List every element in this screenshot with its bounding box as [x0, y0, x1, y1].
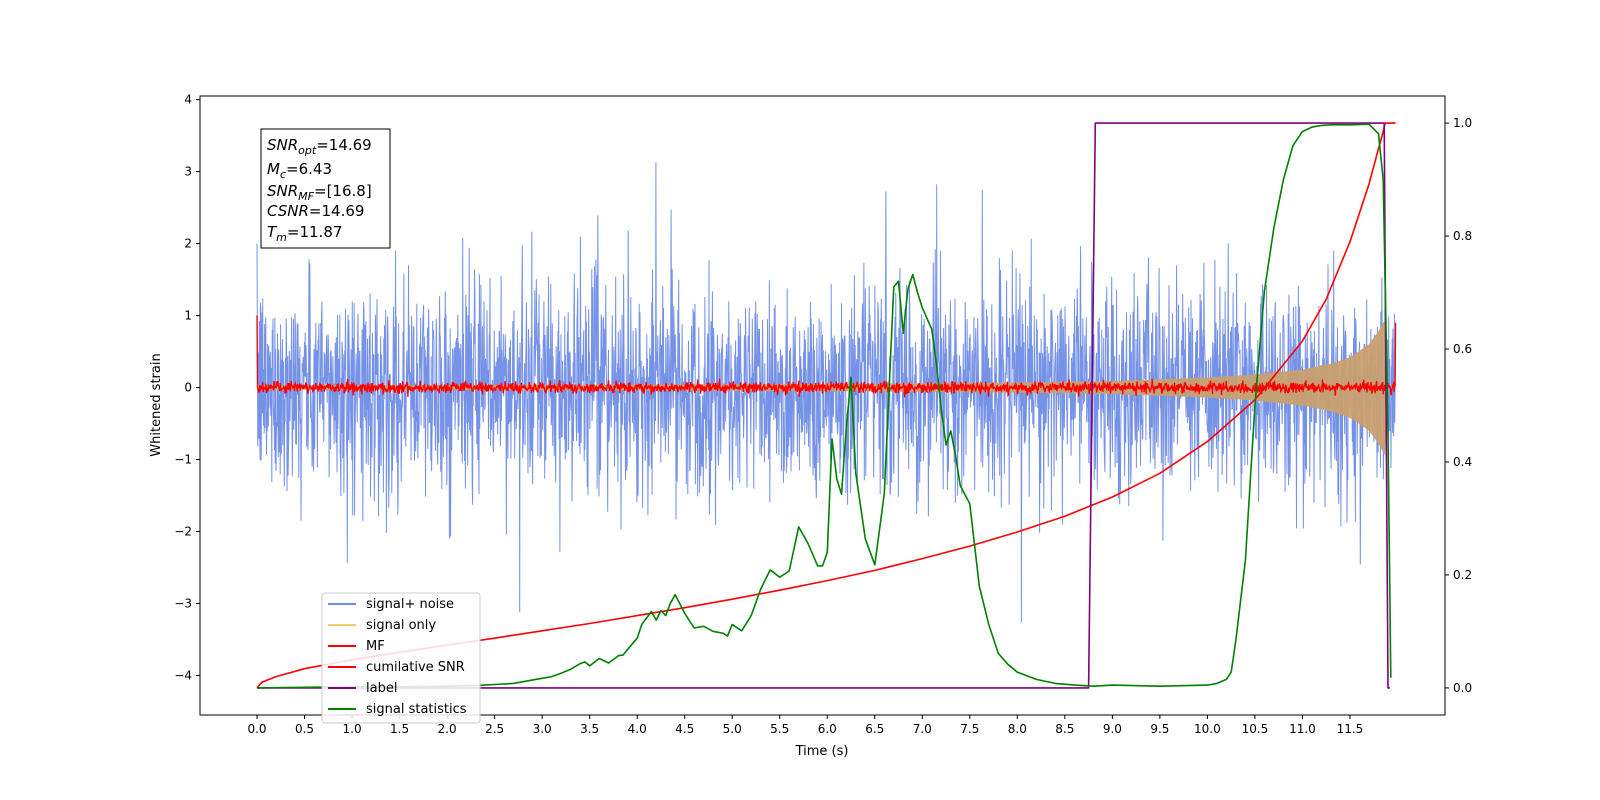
x-tick-label: 7.0: [913, 722, 932, 736]
x-tick-label: 4.5: [675, 722, 694, 736]
signal-noise-series: [256, 162, 1397, 623]
x-tick-label: 3.0: [533, 722, 552, 736]
y2-tick-label: 0.8: [1453, 229, 1472, 243]
x-tick-label: 1.5: [390, 722, 409, 736]
x-tick-label: 10.5: [1242, 722, 1269, 736]
stat-tm: Tm=11.87: [267, 223, 342, 244]
legend: signal+ noise signal only MF cumilative SNR…: [321, 592, 481, 724]
x-tick-label: 0.0: [247, 722, 266, 736]
x-tick-label: 9.0: [1103, 722, 1122, 736]
y-tick-label: −3: [174, 596, 192, 610]
x-tick-label: 6.5: [865, 722, 884, 736]
mf-series: [256, 315, 1397, 398]
stat-csnr: CSNR=14.69: [267, 202, 364, 220]
y-tick-label: 4: [184, 93, 192, 107]
legend-label: signal+ noise: [366, 597, 454, 612]
x-tick-label: 11.5: [1337, 722, 1364, 736]
y-axis-label: Whitened strain: [149, 353, 164, 456]
y-tick-label: −4: [174, 668, 192, 682]
mf-line: [256, 315, 1397, 398]
x-tick-label: 11.0: [1289, 722, 1316, 736]
label-line: [257, 122, 1390, 689]
legend-label: signal statistics: [366, 702, 467, 717]
x-tick-label: 4.0: [628, 722, 647, 736]
x-axis-ticks: 0.0 0.5 1.0 1.5 2.0 2.5 3.0 3.5 4.0 4.5 5.0 5.5 6.0 6…: [247, 715, 1363, 736]
stats-box: SNRopt=14.69 Mc=6.43 SNRMF=[16.8] CSNR=1…: [260, 128, 391, 249]
x-tick-label: 6.0: [818, 722, 837, 736]
x-tick-label: 8.0: [1008, 722, 1027, 736]
y-tick-label: 1: [184, 309, 192, 323]
y2-tick-label: 0.6: [1453, 342, 1472, 356]
legend-label: label: [366, 681, 397, 696]
signal-noise-line: [256, 162, 1397, 623]
y-axis-ticks: 4 3 2 1 0 −1 −2 −3 −4: [174, 93, 200, 682]
legend-label: cumilative SNR: [366, 660, 465, 675]
x-tick-label: 10.0: [1194, 722, 1221, 736]
legend-label: MF: [366, 639, 385, 654]
x-tick-label: 5.5: [770, 722, 789, 736]
x-tick-label: 2.0: [438, 722, 457, 736]
x-tick-label: 8.5: [1055, 722, 1074, 736]
x-tick-label: 5.0: [723, 722, 742, 736]
legend-label: signal only: [366, 618, 436, 633]
x-tick-label: 9.5: [1150, 722, 1169, 736]
x-tick-label: 7.5: [960, 722, 979, 736]
y2-tick-label: 0.0: [1453, 681, 1472, 695]
stat-snr-opt: SNRopt=14.69: [267, 136, 372, 157]
y-tick-label: −1: [174, 452, 192, 466]
stat-mc: Mc=6.43: [267, 160, 332, 181]
signal-statistics-line: [256, 123, 1392, 689]
stat-snr-mf: SNRMF=[16.8]: [267, 182, 372, 203]
y-tick-label: 2: [184, 237, 192, 251]
x-axis-label: Time (s): [795, 744, 849, 759]
x-tick-label: 2.5: [485, 722, 504, 736]
x-tick-label: 3.5: [580, 722, 599, 736]
y2-axis-ticks: 1.0 0.8 0.6 0.4 0.2 0.0: [1445, 116, 1472, 695]
y-tick-label: 0: [184, 381, 192, 395]
y2-tick-label: 0.4: [1453, 455, 1472, 469]
y2-tick-label: 0.2: [1453, 568, 1472, 582]
x-tick-label: 1.0: [343, 722, 362, 736]
y-tick-label: 3: [184, 165, 192, 179]
y2-tick-label: 1.0: [1453, 116, 1472, 130]
y-tick-label: −2: [174, 524, 192, 538]
plot-area-frame: [199, 95, 1446, 716]
x-tick-label: 0.5: [295, 722, 314, 736]
